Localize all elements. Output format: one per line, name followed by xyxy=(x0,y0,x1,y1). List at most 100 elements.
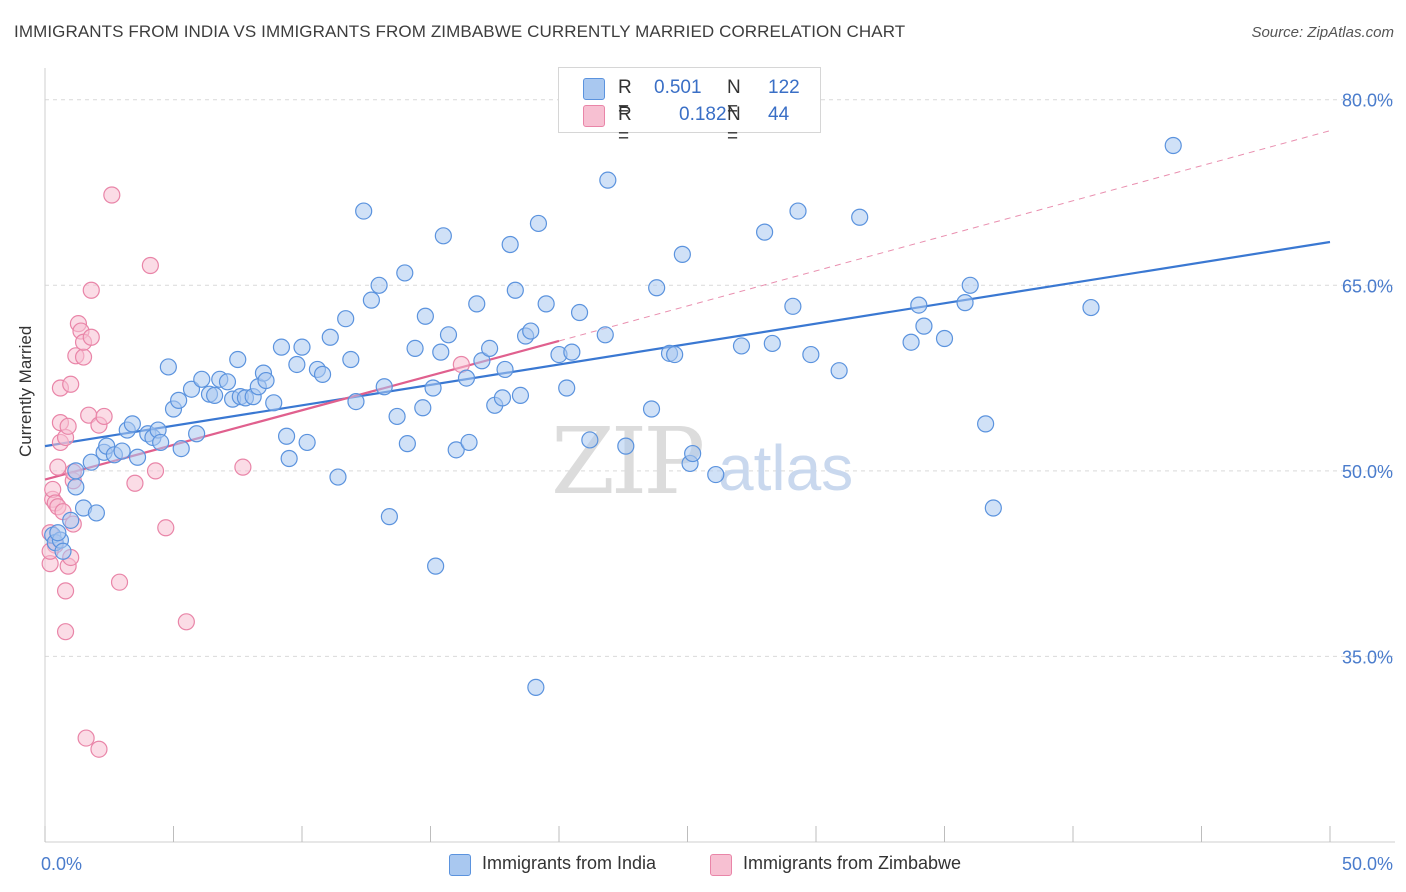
india-point xyxy=(473,352,491,370)
zimbabwe-point xyxy=(77,729,95,747)
india-point xyxy=(599,171,617,189)
correlation-legend: R = 0.501 N = 122 R = 0.182 N = 44 xyxy=(558,67,821,147)
india-point xyxy=(321,328,339,346)
india-point xyxy=(432,343,450,361)
zimbabwe-swatch xyxy=(583,105,605,127)
india-point xyxy=(956,294,974,312)
india-point xyxy=(666,345,684,364)
y-tick-label: 65.0% xyxy=(1342,276,1393,296)
india-point xyxy=(642,400,661,418)
india-point xyxy=(206,386,224,405)
india-point xyxy=(362,291,380,309)
india-point xyxy=(977,415,995,433)
zimbabwe-point xyxy=(56,582,75,600)
india-point xyxy=(329,468,347,486)
india-point xyxy=(170,391,188,409)
india-point xyxy=(406,339,424,357)
r-label: R = xyxy=(618,104,632,147)
india-point xyxy=(984,499,1002,517)
n-label: N = xyxy=(727,77,741,120)
india-point xyxy=(439,326,458,344)
india-point xyxy=(570,303,589,322)
india-point xyxy=(313,365,332,383)
india-point xyxy=(229,350,247,369)
india-point xyxy=(434,227,452,245)
zimbabwe-point xyxy=(141,256,159,275)
zimbabwe-point xyxy=(95,407,113,426)
legend-label-india: Immigrants from India xyxy=(482,853,657,873)
india-point xyxy=(460,433,478,452)
india-point xyxy=(763,334,781,353)
india-point xyxy=(193,370,211,388)
zimbabwe-point xyxy=(90,740,108,758)
india-point xyxy=(707,465,725,484)
india-point xyxy=(468,295,486,313)
india-point xyxy=(152,433,170,452)
x-tick-label-min: 0.0% xyxy=(41,854,82,874)
india-point xyxy=(67,462,85,480)
india-point xyxy=(457,369,476,387)
zimbabwe-r-value: 0.182 xyxy=(679,104,727,125)
chart-title: IMMIGRANTS FROM INDIA VS IMMIGRANTS FROM… xyxy=(14,22,906,41)
india-point xyxy=(347,392,365,411)
india-point xyxy=(581,431,599,449)
x-tick-label-max: 50.0% xyxy=(1342,854,1393,874)
zimbabwe-point xyxy=(82,328,100,346)
zimbabwe-point xyxy=(146,462,165,480)
india-point xyxy=(496,360,514,379)
india-point xyxy=(529,214,548,233)
india-swatch xyxy=(583,78,605,100)
india-point xyxy=(396,264,414,282)
india-point xyxy=(501,235,519,254)
india-point xyxy=(447,441,465,459)
r-label: R = xyxy=(618,77,632,120)
india-point xyxy=(298,433,316,452)
india-point xyxy=(902,333,920,351)
y-tick-label: 50.0% xyxy=(1342,462,1393,482)
zimbabwe-point xyxy=(110,573,129,591)
india-point xyxy=(182,380,201,398)
india-point xyxy=(511,386,530,405)
india-trend-line xyxy=(44,240,1331,448)
india-point xyxy=(851,208,869,226)
india-point xyxy=(375,378,393,396)
india-point xyxy=(280,449,298,468)
zimbabwe-point xyxy=(49,458,67,476)
india-point xyxy=(288,355,306,374)
india-n-value: 122 xyxy=(768,77,800,98)
india-point xyxy=(558,379,576,397)
india-point xyxy=(337,310,355,328)
india-point xyxy=(910,296,928,314)
india-point xyxy=(506,281,524,299)
india-point xyxy=(380,508,398,526)
y-tick-label: 80.0% xyxy=(1342,91,1393,111)
india-point xyxy=(342,350,360,369)
india-point xyxy=(172,440,190,458)
zimbabwe-point xyxy=(59,417,77,435)
zimbabwe-point xyxy=(234,458,252,476)
watermark-zip: ZIP xyxy=(551,408,702,515)
zimbabwe-point xyxy=(157,519,175,537)
y-tick-label: 35.0% xyxy=(1342,647,1393,667)
india-point xyxy=(1164,136,1182,155)
india-point xyxy=(218,373,237,391)
india-point xyxy=(272,338,291,356)
legend-label-zimbabwe: Immigrants from Zimbabwe xyxy=(743,853,962,873)
india-point xyxy=(527,678,545,696)
india-point xyxy=(257,371,275,390)
zimbabwe-point xyxy=(126,474,144,492)
india-point xyxy=(54,542,72,560)
india-point xyxy=(648,279,666,297)
zimbabwe-point xyxy=(177,613,195,631)
india-point xyxy=(67,478,85,496)
india-point xyxy=(755,223,774,241)
tick-labels: 35.0% 50.0% 65.0% 80.0% 0.0% 50.0% xyxy=(41,91,1393,874)
zimbabwe-point xyxy=(103,186,121,204)
zimbabwe-trend-extension xyxy=(558,130,1331,342)
zimbabwe-swatch xyxy=(710,854,732,876)
zimbabwe-n-value: 44 xyxy=(768,104,790,125)
india-point xyxy=(784,297,802,315)
zimbabwe-point xyxy=(62,375,80,393)
india-point xyxy=(617,437,635,455)
india-point xyxy=(293,338,311,356)
